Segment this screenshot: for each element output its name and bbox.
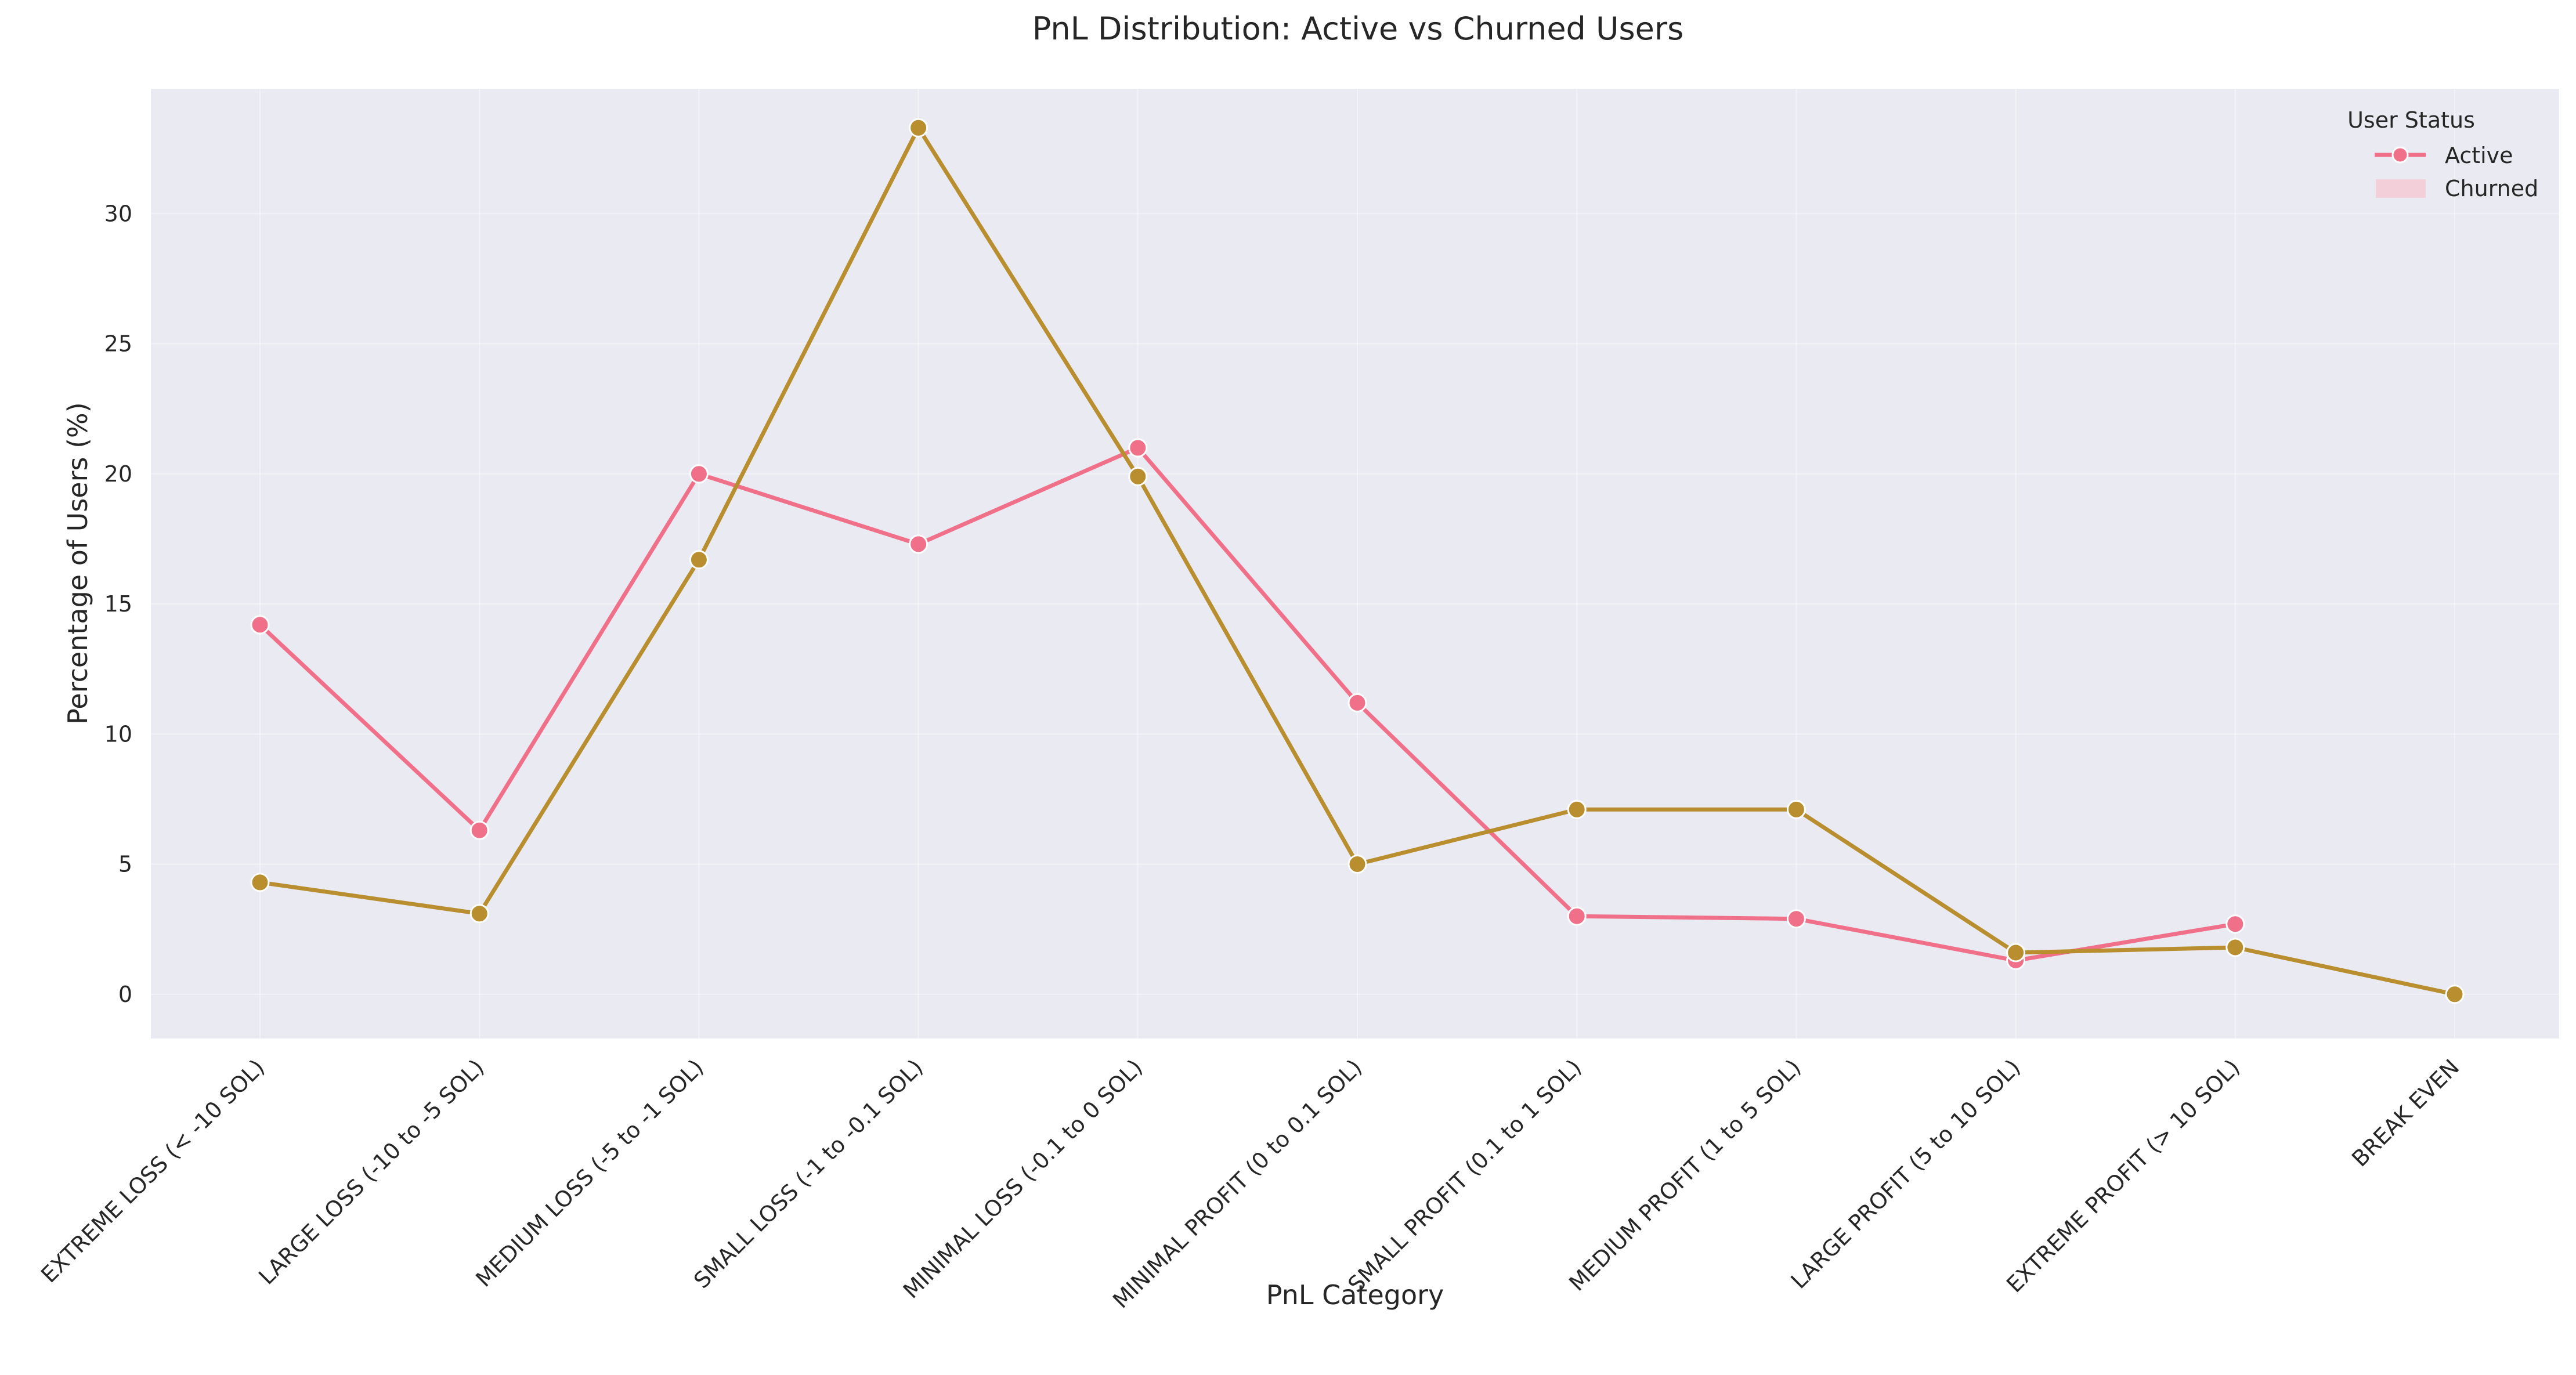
y-tick-label: 0 (118, 982, 132, 1007)
series-line-active (258, 446, 2236, 962)
data-point-active (689, 464, 709, 484)
data-point-churned (909, 118, 928, 138)
data-point-churned (2445, 985, 2465, 1004)
legend-swatch-active-marker (2391, 146, 2409, 164)
data-point-active (909, 534, 928, 554)
data-point-churned (2225, 938, 2245, 957)
data-point-active (1347, 693, 1367, 712)
y-tick-labels: 0 5 10 15 20 25 30 (104, 201, 132, 1007)
legend-label-active: Active (2445, 143, 2513, 168)
data-point-active (1128, 438, 1148, 458)
series-active (250, 438, 2245, 970)
y-axis-title: Percentage of Users (%) (62, 402, 93, 724)
data-point-churned (2006, 943, 2026, 962)
data-point-churned (1567, 799, 1587, 819)
legend: User Status Active Churned (2347, 107, 2538, 201)
y-tick-label: 10 (104, 721, 132, 747)
data-point-churned (469, 904, 489, 924)
legend-title: User Status (2347, 107, 2475, 133)
y-tick-label: 20 (104, 461, 132, 487)
x-axis-title: PnL Category (1266, 1279, 1444, 1311)
data-point-churned (689, 550, 709, 570)
data-point-active (250, 615, 270, 635)
data-point-active (469, 820, 489, 840)
legend-swatch-churned (2376, 179, 2426, 198)
data-point-active (1786, 909, 1806, 929)
data-point-active (1567, 906, 1587, 926)
plot-area (151, 89, 2559, 1039)
y-tick-label: 15 (104, 591, 132, 617)
legend-label-churned: Churned (2445, 176, 2538, 201)
data-point-churned (1347, 855, 1367, 874)
series-layer (250, 118, 2465, 1004)
legend-entry-churned: Churned (2376, 176, 2538, 201)
legend-entry-active: Active (2375, 143, 2513, 168)
data-point-churned (250, 873, 270, 892)
y-tick-label: 5 (118, 852, 132, 877)
y-tick-label: 30 (104, 201, 132, 226)
chart-title: PnL Distribution: Active vs Churned User… (1032, 10, 1683, 47)
y-tick-label: 25 (104, 331, 132, 357)
data-point-churned (1128, 466, 1148, 486)
series-churned (250, 118, 2465, 1004)
data-point-churned (1786, 799, 1806, 819)
data-point-active (2225, 914, 2245, 934)
